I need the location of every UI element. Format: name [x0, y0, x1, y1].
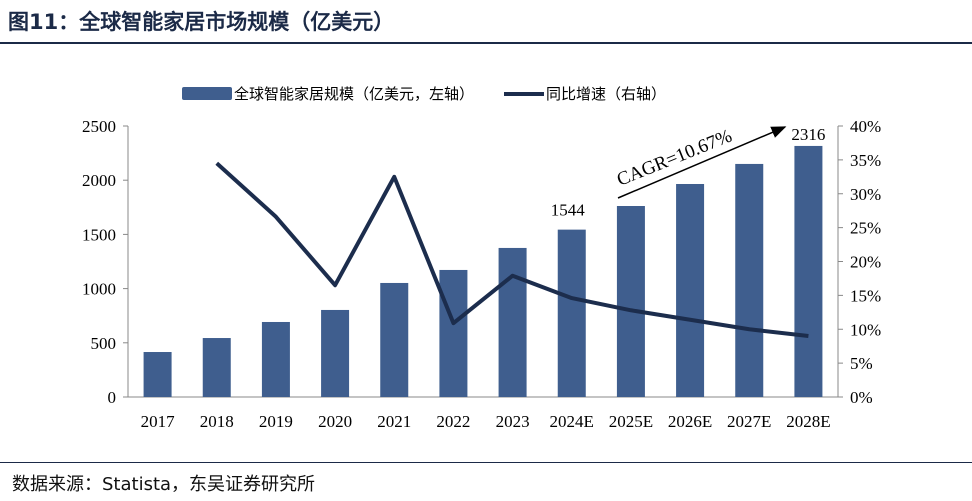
bar-2023	[498, 247, 527, 397]
bar-2022	[439, 269, 468, 397]
bar-2017	[143, 352, 172, 397]
right-tick-label: 40%	[850, 117, 881, 136]
bar-2025E	[616, 205, 645, 397]
bar-2024E	[557, 229, 586, 397]
bar-2021	[380, 282, 409, 397]
right-tick-label: 0%	[850, 388, 873, 407]
title-rule	[0, 42, 972, 44]
cagr-arrow	[617, 126, 787, 199]
left-tick-label: 0	[108, 388, 117, 407]
x-tick-label: 2021	[377, 412, 411, 431]
bar-2028E	[794, 145, 823, 397]
left-tick-label: 1500	[82, 225, 116, 244]
right-tick-label: 30%	[850, 185, 881, 204]
x-tick-label: 2017	[141, 412, 176, 431]
figure-title: 图11：全球智能家居市场规模（亿美元）	[8, 10, 395, 34]
x-tick-label: 2022	[436, 412, 470, 431]
right-tick-label: 15%	[850, 286, 881, 305]
x-tick-label: 2027E	[727, 412, 771, 431]
bar-2027E	[735, 163, 764, 397]
left-tick-label: 500	[91, 334, 117, 353]
legend-bar-label: 全球智能家居规模（亿美元，左轴）	[234, 85, 474, 103]
legend-bar-swatch	[182, 87, 232, 100]
legend-line-label: 同比增速（右轴）	[546, 85, 666, 103]
x-tick-label: 2028E	[786, 412, 830, 431]
right-tick-label: 5%	[850, 354, 873, 373]
right-tick-label: 35%	[850, 151, 881, 170]
right-tick-label: 25%	[850, 219, 881, 238]
left-tick-label: 2500	[82, 117, 116, 136]
x-tick-label: 2023	[496, 412, 530, 431]
x-tick-label: 2018	[200, 412, 234, 431]
cagr-annotation: CAGR=10.67%	[614, 125, 735, 190]
x-tick-label: 2026E	[668, 412, 712, 431]
source-note: 数据来源：Statista，东吴证券研究所	[12, 474, 316, 495]
data-label-2024E: 1544	[551, 201, 586, 220]
x-tick-label: 2019	[259, 412, 293, 431]
source-rule	[0, 462, 972, 463]
bar-2019	[261, 321, 290, 397]
right-tick-label: 10%	[850, 320, 881, 339]
right-tick-label: 20%	[850, 253, 881, 272]
bar-2018	[202, 338, 231, 397]
x-tick-label: 2024E	[550, 412, 594, 431]
left-tick-label: 2000	[82, 171, 116, 190]
bar-2020	[321, 309, 350, 397]
bar-2026E	[676, 183, 705, 397]
left-tick-label: 1000	[82, 280, 116, 299]
x-tick-label: 2025E	[609, 412, 653, 431]
x-tick-label: 2020	[318, 412, 352, 431]
data-label-2028E: 2316	[791, 125, 825, 144]
